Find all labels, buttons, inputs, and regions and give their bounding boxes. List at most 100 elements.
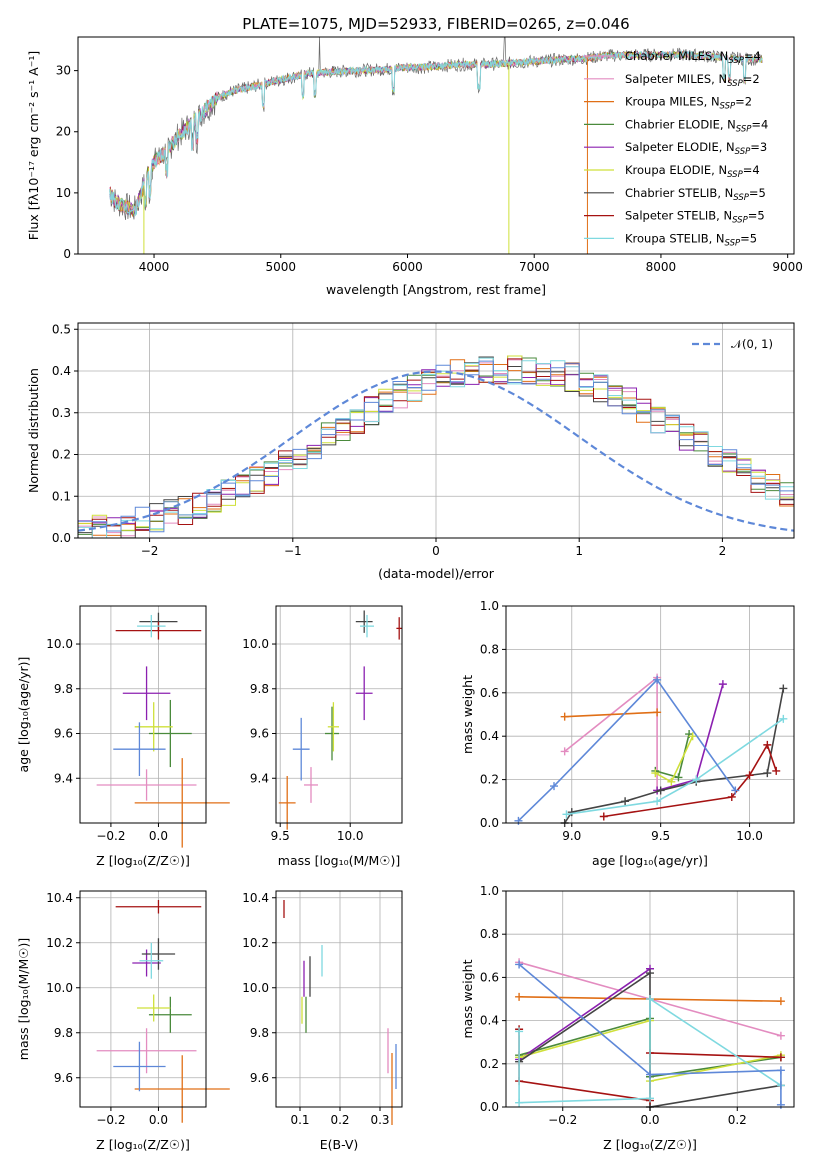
x-tick-label: 0 — [432, 544, 440, 558]
y-tick-label: 9.4 — [54, 771, 73, 785]
y-tick-label: 0.4 — [52, 364, 71, 378]
legend-value: =5 — [748, 209, 765, 223]
y-axis-label: mass [log₁₀(M/M☉)] — [16, 938, 31, 1060]
weight-marker — [560, 747, 569, 756]
x-tick-label: −0.2 — [548, 1113, 577, 1127]
legend-value: =2 — [743, 72, 760, 86]
legend-entry: Salpeter STELIB, NSSP=5 — [625, 209, 765, 226]
weight-marker — [776, 1066, 785, 1075]
x-tick-label: 0.0 — [149, 1113, 168, 1127]
y-axis-label: mass weight — [460, 959, 475, 1038]
x-axis-label: (data-model)/error — [378, 566, 495, 581]
y-tick-label: 0.8 — [480, 642, 499, 656]
weight-marker — [599, 812, 608, 821]
legend-label: Salpeter STELIB, N — [625, 209, 732, 223]
weight-vs-metallicity-panel: −0.2 0.0 0.2 0.0 0.2 0.4 0.6 0.8 1.0 Z [log₁₀(Z/Z… — [460, 884, 795, 1152]
legend-entry: Salpeter MILES, NSSP=2 — [625, 72, 760, 89]
y-tick-label: 10.4 — [242, 891, 269, 905]
x-tick-label: 8000 — [646, 260, 677, 274]
weight-marker — [727, 792, 736, 801]
weight-marker — [646, 995, 654, 1003]
y-tick-label: 9.6 — [54, 727, 73, 741]
x-axis-label: Z [log₁₀(Z/Z☉)] — [603, 1137, 697, 1152]
weight-marker — [560, 712, 569, 721]
weight-marker — [515, 992, 524, 1001]
x-tick-label: 0.1 — [290, 1113, 309, 1127]
weight-marker — [779, 714, 788, 723]
x-tick-label: 0.2 — [330, 1113, 349, 1127]
plot-frame — [79, 605, 207, 824]
y-tick-label: 9.6 — [250, 727, 269, 741]
weight-marker — [515, 1098, 524, 1107]
legend-entry: Chabrier ELODIE, NSSP=4 — [625, 117, 768, 134]
x-tick-label: 0.0 — [640, 1113, 659, 1127]
weight-line — [566, 718, 784, 816]
legend-subscript: SSP — [720, 102, 736, 112]
legend-value: =4 — [743, 163, 760, 177]
y-tick-label: 0.6 — [480, 686, 499, 700]
x-axis-label: wavelength [Angstrom, rest frame] — [326, 282, 546, 297]
weight-line — [564, 711, 658, 718]
weight-marker — [621, 797, 630, 806]
y-tick-label: 9.8 — [54, 1026, 73, 1040]
x-axis-label: E(B-V) — [320, 1137, 359, 1152]
legend-subscript: SSP — [727, 170, 743, 180]
legend-label: Salpeter ELODIE, N — [625, 140, 735, 154]
y-tick-label: 1.0 — [480, 599, 499, 613]
weight-marker — [776, 1031, 785, 1040]
y-tick-label: 10.0 — [242, 637, 269, 651]
x-tick-label: 10.0 — [736, 829, 763, 843]
y-tick-label: 20 — [56, 125, 71, 139]
weight-line — [564, 688, 785, 824]
spectrum-line — [109, 49, 763, 217]
weight-line — [518, 968, 651, 1061]
mass-vs-extinction-panel: 0.1 0.2 0.3 9.6 9.8 10.0 10.2 10.4 E(B-V) — [242, 890, 403, 1152]
legend-label: Chabrier STELIB, N — [625, 186, 733, 200]
x-tick-label: −1 — [284, 544, 302, 558]
y-tick-label: 10.0 — [242, 981, 269, 995]
legend-value: =5 — [749, 186, 766, 200]
weight-marker — [646, 969, 654, 978]
y-tick-label: 10.4 — [46, 891, 73, 905]
x-tick-label: 0.2 — [728, 1113, 747, 1127]
legend-entry: Chabrier MILES, NSSP=4 — [625, 49, 761, 66]
plot-frame — [275, 890, 403, 1108]
histogram-step — [78, 360, 794, 533]
legend-subscript: SSP — [736, 124, 752, 134]
weight-line — [518, 963, 782, 1105]
y-tick-label: 0.6 — [480, 970, 499, 984]
weight-marker — [745, 771, 754, 780]
y-tick-label: 9.4 — [250, 771, 269, 785]
y-tick-label: 1.0 — [480, 884, 499, 898]
weight-marker — [653, 675, 662, 684]
weight-marker — [515, 960, 524, 969]
weight-marker — [674, 773, 683, 782]
weight-marker — [656, 786, 665, 795]
weight-marker — [779, 684, 788, 693]
legend-subscript: SSP — [732, 216, 748, 226]
y-tick-label: 9.8 — [250, 1026, 269, 1040]
y-tick-label: 10.0 — [46, 637, 73, 651]
weight-marker — [646, 1070, 654, 1079]
x-axis-label: age [log₁₀(age/yr)] — [592, 853, 708, 868]
legend-entry: Salpeter ELODIE, NSSP=3 — [625, 140, 767, 157]
legend-value: =2 — [735, 95, 752, 109]
y-tick-label: 9.6 — [54, 1071, 73, 1085]
weight-marker — [763, 740, 772, 749]
x-tick-label: 2 — [719, 544, 727, 558]
x-tick-label: 9.5 — [271, 829, 290, 843]
legend-label: Kroupa ELODIE, N — [625, 163, 727, 177]
y-axis-label: Normed distribution — [26, 368, 41, 493]
legend-label: Chabrier MILES, N — [625, 49, 728, 63]
legend-label: Chabrier ELODIE, N — [625, 117, 736, 131]
x-tick-label: 6000 — [392, 260, 423, 274]
legend-subscript: SSP — [735, 147, 751, 157]
x-tick-label: 5000 — [265, 260, 296, 274]
x-axis-label: Z [log₁₀(Z/Z☉)] — [96, 1137, 190, 1152]
x-tick-label: 9.5 — [651, 829, 670, 843]
mass-vs-metallicity-panel: −0.2 0.0 9.6 9.8 10.0 10.2 10.4 Z [log₁₀(Z/Z☉)]… — [16, 890, 230, 1152]
weight-marker — [688, 732, 697, 741]
y-axis-label: mass weight — [460, 675, 475, 754]
